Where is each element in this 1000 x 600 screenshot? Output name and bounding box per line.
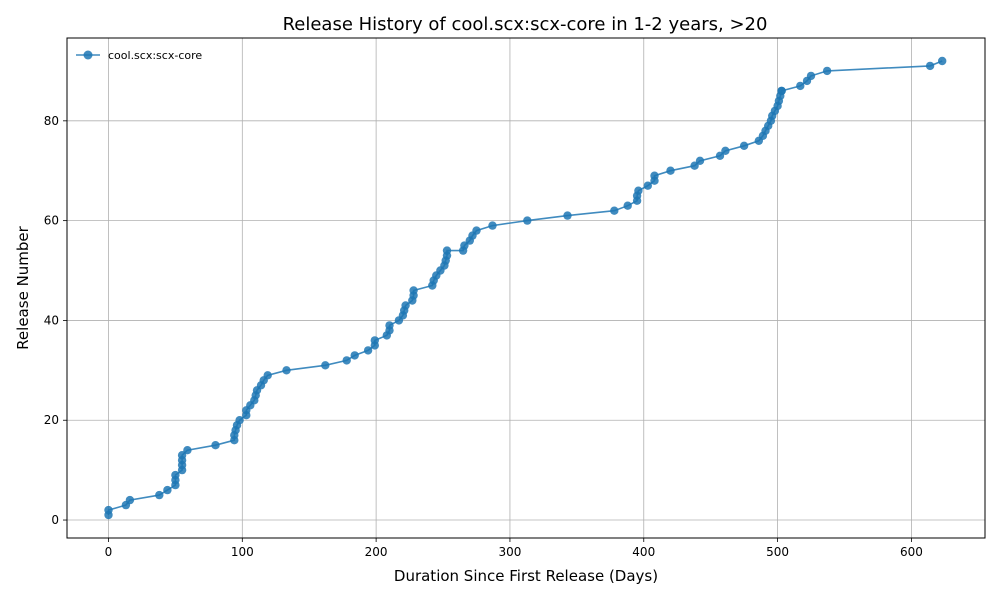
- data-point: [806, 71, 816, 81]
- data-point: [125, 495, 135, 505]
- data-point: [822, 66, 832, 76]
- data-point: [263, 371, 272, 380]
- y-tick-label: 0: [51, 513, 59, 527]
- y-tick-label: 40: [44, 313, 59, 327]
- x-axis-label: Duration Since First Release (Days): [394, 567, 658, 585]
- data-point: [739, 141, 749, 150]
- data-point: [177, 451, 187, 460]
- data-point: [666, 166, 675, 175]
- x-tick-label: 100: [231, 545, 254, 559]
- data-point: [321, 361, 330, 370]
- plot-area: 0 100 200 300 400 500 600 0 20 40 60 80: [44, 37, 986, 559]
- data-point: [350, 351, 359, 360]
- data-point: [401, 301, 410, 310]
- y-tick-label: 60: [44, 214, 59, 228]
- series-layer: [104, 56, 947, 520]
- data-point: [523, 216, 532, 225]
- y-axis-label: Release Number: [14, 225, 32, 349]
- x-tick-label: 200: [365, 545, 388, 559]
- data-point: [488, 221, 497, 230]
- data-point: [715, 151, 725, 160]
- data-point: [183, 446, 192, 455]
- data-point: [938, 56, 947, 66]
- chart-title: Release History of cool.scx:scx-core in …: [283, 14, 768, 35]
- x-tick-label: 300: [498, 545, 521, 559]
- plot-frame: [66, 37, 986, 539]
- data-point: [634, 186, 643, 195]
- data-point: [163, 485, 172, 495]
- x-tick-label: 600: [900, 545, 923, 559]
- data-point: [695, 156, 705, 165]
- data-point: [409, 286, 418, 295]
- legend-point-marker: [83, 50, 93, 60]
- data-point: [721, 146, 730, 155]
- data-point: [370, 336, 379, 345]
- data-point: [643, 181, 652, 190]
- data-point: [623, 201, 632, 210]
- data-point: [155, 490, 164, 500]
- x-tick-label: 0: [105, 545, 113, 559]
- x-tick-label: 400: [632, 545, 655, 559]
- data-point: [796, 81, 805, 91]
- data-point: [563, 211, 572, 220]
- data-point: [777, 86, 786, 96]
- data-point: [342, 356, 351, 365]
- data-point: [235, 416, 244, 425]
- legend-entry-label: cool.scx:scx-core: [108, 49, 202, 62]
- grid-lines: [67, 38, 985, 538]
- data-point: [442, 246, 452, 255]
- data-point: [925, 61, 935, 71]
- data-point: [104, 505, 113, 515]
- data-point: [650, 171, 659, 180]
- data-point: [171, 470, 180, 480]
- data-point: [690, 161, 699, 170]
- data-point: [610, 206, 619, 215]
- x-tick-label: 500: [766, 545, 789, 559]
- data-point: [282, 366, 291, 375]
- legend: cool.scx:scx-core: [76, 49, 202, 62]
- y-tick-label: 80: [44, 114, 59, 128]
- y-tick-label: 20: [44, 413, 59, 427]
- data-point: [211, 441, 220, 450]
- data-point: [460, 241, 469, 250]
- data-point: [385, 321, 394, 330]
- data-point: [363, 346, 373, 355]
- data-point: [472, 226, 481, 235]
- axis-ticks: 0 100 200 300 400 500 600 0 20 40 60 80: [44, 114, 923, 559]
